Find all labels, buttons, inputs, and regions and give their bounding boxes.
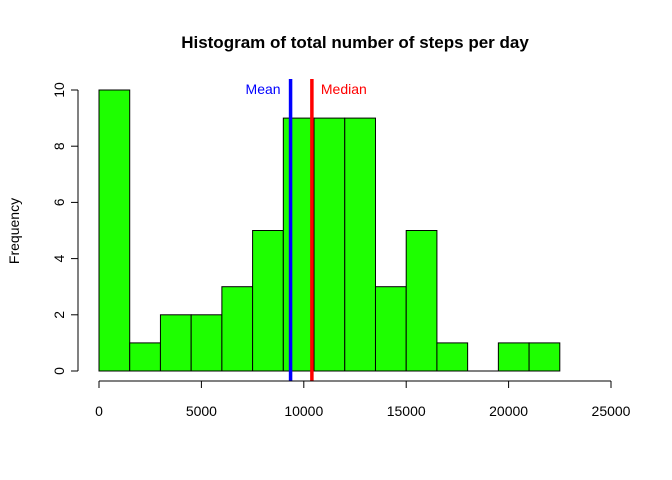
y-tick-label: 0 — [51, 367, 67, 375]
x-tick-label: 15000 — [387, 403, 426, 419]
mean-label: Mean — [246, 81, 281, 97]
y-axis: 0 2 4 6 8 10 — [51, 82, 79, 375]
median-label: Median — [321, 81, 367, 97]
x-tick-label: 10000 — [284, 403, 323, 419]
x-tick-label: 20000 — [489, 403, 528, 419]
x-axis: 0 5000 10000 15000 20000 25000 — [95, 380, 631, 419]
histogram-bar — [159, 314, 192, 372]
histogram-bar — [313, 117, 346, 372]
histogram-bar — [405, 230, 438, 372]
x-tick-label: 5000 — [186, 403, 217, 419]
y-tick-label: 8 — [51, 142, 67, 150]
y-axis-label: Frequency — [6, 198, 22, 264]
y-tick-label: 6 — [51, 198, 67, 206]
x-tick-label: 0 — [95, 403, 103, 419]
histogram-bar — [528, 342, 561, 372]
histogram-bar — [436, 342, 469, 372]
histogram-bar — [190, 314, 223, 372]
histogram-bar — [282, 117, 315, 372]
bars-group — [98, 89, 561, 372]
x-tick-label: 25000 — [592, 403, 631, 419]
histogram-bar — [129, 342, 161, 372]
reference-lines-group: Mean Median — [246, 79, 367, 381]
histogram-bar — [374, 286, 407, 372]
chart-title: Histogram of total number of steps per d… — [181, 33, 529, 52]
histogram-bar — [497, 342, 530, 372]
histogram-bar — [221, 286, 254, 372]
y-tick-label: 4 — [51, 254, 67, 262]
histogram-bar — [252, 230, 284, 372]
histogram-bar — [344, 117, 376, 372]
y-tick-label: 2 — [51, 311, 67, 319]
histogram-bar — [98, 89, 131, 372]
y-tick-label: 10 — [51, 82, 67, 98]
